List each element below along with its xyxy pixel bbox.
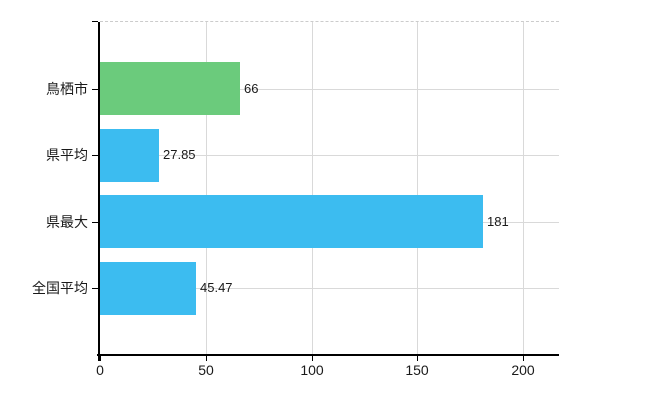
category-tick: [92, 89, 98, 90]
plot-top-border: [100, 21, 559, 22]
x-tick-label: 0: [96, 362, 104, 378]
x-tick: [417, 356, 418, 361]
gridline-vertical: [312, 22, 313, 355]
gridline-vertical: [523, 22, 524, 355]
category-tick: [92, 222, 98, 223]
x-tick: [523, 356, 524, 361]
bar-value-label: 181: [487, 214, 509, 229]
category-label: 県平均: [46, 147, 88, 163]
gridline-horizontal: [100, 288, 559, 289]
category-label: 県最大: [46, 214, 88, 230]
x-tick-label: 100: [300, 362, 324, 378]
bar[interactable]: [100, 262, 196, 315]
category-label: 全国平均: [32, 280, 88, 296]
y-axis-line: [98, 22, 100, 361]
bar-value-label: 66: [244, 81, 259, 96]
x-tick-label: 50: [198, 362, 214, 378]
gridline-vertical: [417, 22, 418, 355]
x-tick-label: 150: [405, 362, 429, 378]
bar[interactable]: [100, 62, 240, 115]
bar[interactable]: [100, 129, 159, 182]
category-label: 鳥栖市: [46, 81, 88, 97]
category-tick: [92, 155, 98, 156]
bar-value-label: 45.47: [200, 280, 233, 295]
x-tick: [312, 356, 313, 361]
x-tick: [100, 356, 101, 361]
gridline-vertical: [206, 22, 207, 355]
y-axis-top-tick: [92, 21, 98, 22]
x-axis-line: [97, 354, 559, 356]
bar[interactable]: [100, 195, 483, 248]
gridline-horizontal: [100, 155, 559, 156]
category-tick: [92, 288, 98, 289]
gridline-horizontal: [100, 89, 559, 90]
bar-value-label: 27.85: [163, 147, 196, 162]
x-tick-label: 200: [511, 362, 535, 378]
x-tick: [206, 356, 207, 361]
